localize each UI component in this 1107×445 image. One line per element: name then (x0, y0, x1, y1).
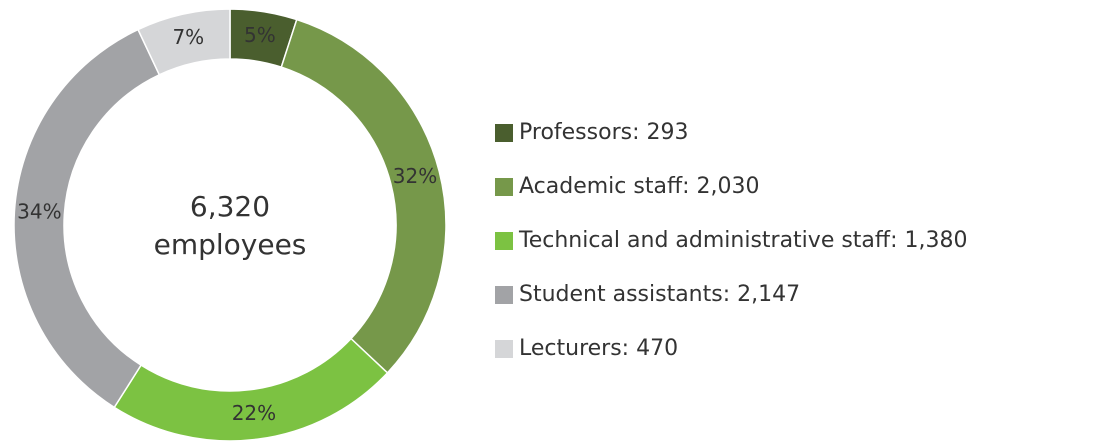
slice-label: 34% (17, 200, 61, 224)
center-label: employees (154, 228, 307, 261)
legend-swatch (495, 340, 513, 358)
legend-swatch (495, 178, 513, 196)
legend-label: Academic staff: 2,030 (519, 174, 760, 199)
center-total: 6,320 (190, 190, 270, 223)
legend-swatch (495, 124, 513, 142)
slice-label: 32% (393, 164, 437, 188)
slice-label: 22% (232, 401, 276, 425)
slice-label: 5% (244, 23, 276, 47)
donut-slice (280, 18, 447, 374)
donut-slice (137, 8, 231, 76)
donut-slice (113, 337, 389, 442)
legend-label: Technical and administrative staff: 1,38… (518, 228, 967, 253)
legend-label: Professors: 293 (519, 120, 688, 145)
legend-label: Lecturers: 470 (519, 336, 678, 361)
legend-swatch (495, 286, 513, 304)
legend-swatch (495, 232, 513, 250)
slice-label: 7% (172, 25, 204, 49)
legend-label: Student assistants: 2,147 (519, 282, 800, 307)
